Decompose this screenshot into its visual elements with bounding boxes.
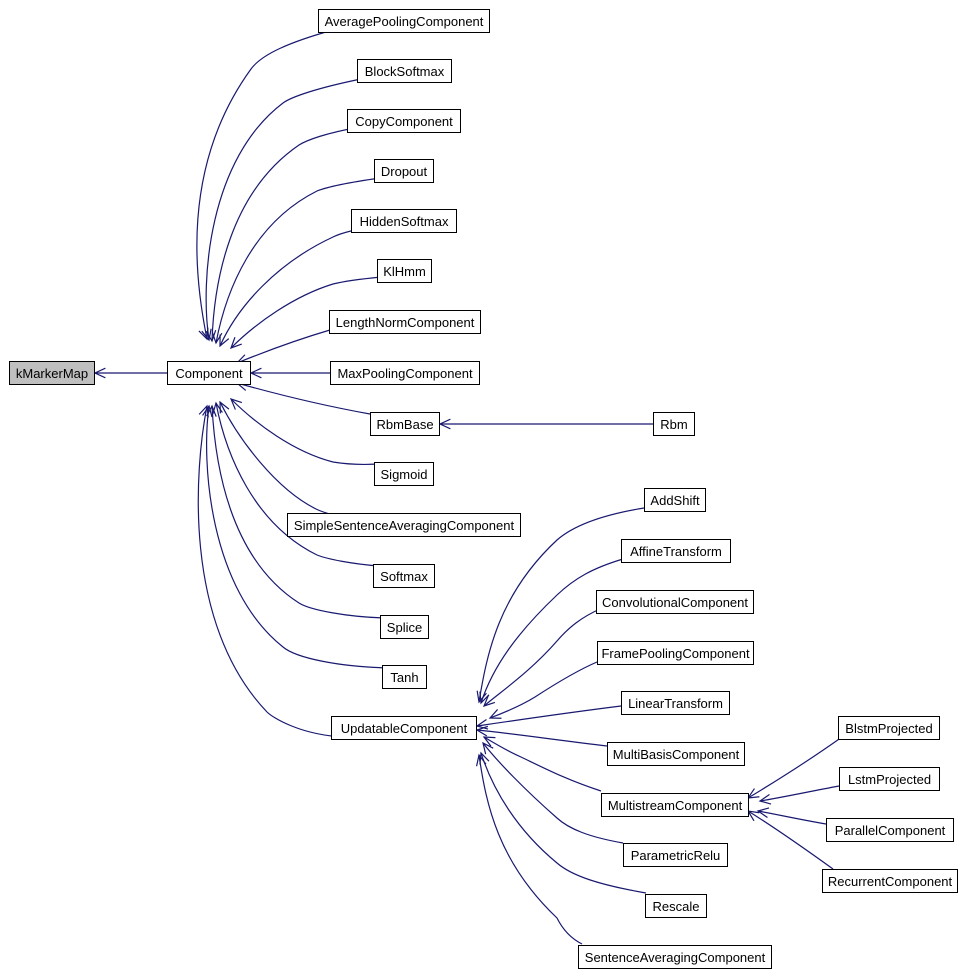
node-label: AddShift — [650, 493, 699, 508]
edge-mstr-recu — [748, 811, 833, 869]
node-label: Splice — [387, 620, 422, 635]
node-avgp: AveragePoolingComponent — [318, 9, 490, 33]
edge-comp-avgp — [197, 30, 333, 339]
node-rbm: Rbm — [653, 412, 695, 436]
edge-upda-lint — [477, 706, 621, 726]
node-rbmb: RbmBase — [370, 412, 440, 436]
node-label: KlHmm — [383, 264, 426, 279]
node-ssac: SimpleSentenceAveragingComponent — [287, 513, 521, 537]
node-label: Sigmoid — [381, 467, 428, 482]
node-label: MultistreamComponent — [608, 798, 742, 813]
edge-comp-splc — [212, 406, 386, 618]
edge-comp-bsft — [206, 79, 361, 340]
node-conv: ConvolutionalComponent — [596, 590, 754, 614]
node-label: HiddenSoftmax — [360, 214, 449, 229]
node-label: Rescale — [653, 899, 700, 914]
node-label: SimpleSentenceAveragingComponent — [294, 518, 514, 533]
node-mbas: MultiBasisComponent — [607, 742, 745, 766]
node-label: SentenceAveragingComponent — [585, 950, 765, 965]
edge-upda-savg — [479, 755, 582, 944]
node-drop: Dropout — [374, 159, 434, 183]
edge-comp-sftm — [216, 403, 379, 566]
node-aftr: AffineTransform — [621, 539, 731, 563]
node-label: Component — [175, 366, 242, 381]
edge-upda-conv — [484, 609, 600, 706]
node-label: BlstmProjected — [845, 721, 932, 736]
node-splc: Splice — [380, 615, 429, 639]
node-recu: RecurrentComponent — [822, 869, 958, 893]
edge-mstr-para — [758, 811, 826, 824]
node-upda: UpdatableComponent — [331, 716, 477, 740]
node-label: FramePoolingComponent — [601, 646, 749, 661]
edge-upda-frmp — [490, 662, 597, 718]
node-label: MultiBasisComponent — [613, 747, 739, 762]
node-prel: ParametricRelu — [623, 843, 728, 867]
node-label: kMarkerMap — [16, 366, 88, 381]
node-label: ParametricRelu — [631, 848, 721, 863]
node-label: Softmax — [380, 569, 428, 584]
node-leng: LengthNormComponent — [329, 310, 481, 334]
node-tanh: Tanh — [382, 665, 427, 689]
edge-comp-ssac — [220, 402, 333, 515]
node-hsft: HiddenSoftmax — [351, 209, 457, 233]
node-label: LinearTransform — [628, 696, 723, 711]
edge-comp-tanh — [207, 406, 391, 668]
node-label: ConvolutionalComponent — [602, 595, 748, 610]
node-label: AffineTransform — [630, 544, 722, 559]
node-klhm: KlHmm — [377, 259, 432, 283]
node-resc: Rescale — [645, 894, 707, 918]
node-root: kMarkerMap — [9, 361, 95, 385]
node-label: Rbm — [660, 417, 687, 432]
node-label: CopyComponent — [355, 114, 453, 129]
node-lstm: LstmProjected — [839, 767, 940, 791]
node-label: BlockSoftmax — [365, 64, 444, 79]
node-adds: AddShift — [644, 488, 706, 512]
edge-mstr-blst — [748, 737, 842, 798]
node-label: ParallelComponent — [835, 823, 946, 838]
node-label: LengthNormComponent — [336, 315, 475, 330]
node-para: ParallelComponent — [826, 818, 954, 842]
node-frmp: FramePoolingComponent — [597, 641, 754, 665]
edge-comp-upda — [198, 406, 344, 737]
node-blst: BlstmProjected — [838, 716, 940, 740]
node-mstr: MultistreamComponent — [601, 793, 749, 817]
edge-comp-rbmb — [237, 383, 370, 414]
node-label: AveragePoolingComponent — [325, 14, 484, 29]
node-label: RecurrentComponent — [828, 874, 952, 889]
node-sigm: Sigmoid — [374, 462, 434, 486]
node-maxp: MaxPoolingComponent — [330, 361, 480, 385]
edge-comp-leng — [237, 330, 330, 363]
node-label: LstmProjected — [848, 772, 931, 787]
edge-upda-mbas — [477, 730, 607, 746]
node-label: RbmBase — [376, 417, 433, 432]
node-label: MaxPoolingComponent — [337, 366, 472, 381]
node-label: UpdatableComponent — [341, 721, 467, 736]
edge-mstr-lstm — [760, 786, 839, 801]
node-savg: SentenceAveragingComponent — [578, 945, 772, 969]
node-label: Dropout — [381, 164, 427, 179]
node-bsft: BlockSoftmax — [357, 59, 452, 83]
node-lint: LinearTransform — [621, 691, 730, 715]
node-comp: Component — [167, 361, 251, 385]
node-label: Tanh — [390, 670, 418, 685]
node-sftm: Softmax — [373, 564, 435, 588]
edge-comp-copy — [212, 127, 360, 341]
edge-upda-aftr — [481, 559, 623, 703]
node-copy: CopyComponent — [347, 109, 461, 133]
